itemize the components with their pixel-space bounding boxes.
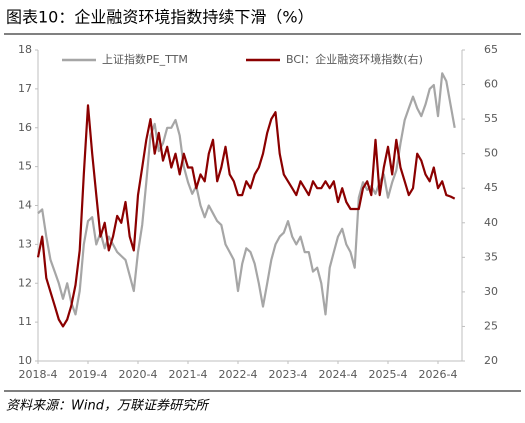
- x-tick-label: 2021-4: [169, 368, 208, 381]
- y-tick-label: 14: [18, 199, 32, 212]
- y-tick-label: 13: [18, 237, 32, 250]
- chart-title: 图表10：企业融资环境指数持续下滑（%）: [6, 8, 314, 27]
- y2-tick-label: 50: [484, 147, 498, 160]
- y2-tick-label: 25: [484, 319, 498, 332]
- y2-tick-label: 55: [484, 112, 498, 125]
- y-tick-label: 18: [18, 43, 32, 56]
- y-tick-label: 16: [18, 121, 32, 134]
- legend-label: 上证指数PE_TTM: [102, 52, 188, 66]
- y2-tick-label: 40: [484, 216, 498, 229]
- y-tick-label: 17: [18, 82, 32, 95]
- x-tick-label: 2023-4: [269, 368, 308, 381]
- x-tick-label: 2025-4: [369, 368, 408, 381]
- y2-tick-label: 45: [484, 181, 498, 194]
- series-line: [36, 104, 456, 328]
- y-tick-label: 15: [18, 160, 32, 173]
- legend-label: BCI：企业融资环境指数(右): [286, 52, 423, 66]
- y2-tick-label: 65: [484, 43, 498, 56]
- series-line: [37, 72, 456, 316]
- y2-tick-label: 60: [484, 78, 498, 91]
- x-tick-label: 2024-4: [319, 368, 358, 381]
- y2-tick-label: 35: [484, 250, 498, 263]
- y-tick-label: 10: [18, 354, 32, 367]
- x-tick-label: 2019-4: [69, 368, 108, 381]
- y2-tick-label: 20: [484, 354, 498, 367]
- y-tick-label: 11: [18, 315, 32, 328]
- x-tick-label: 2020-4: [119, 368, 158, 381]
- x-tick-label: 2022-4: [219, 368, 258, 381]
- x-tick-label: 2018-4: [19, 368, 58, 381]
- y-tick-label: 12: [18, 276, 32, 289]
- source: 资料来源：Wind，万联证券研究所: [6, 398, 210, 414]
- x-tick-label: 2026-4: [419, 368, 458, 381]
- y2-tick-label: 30: [484, 285, 498, 298]
